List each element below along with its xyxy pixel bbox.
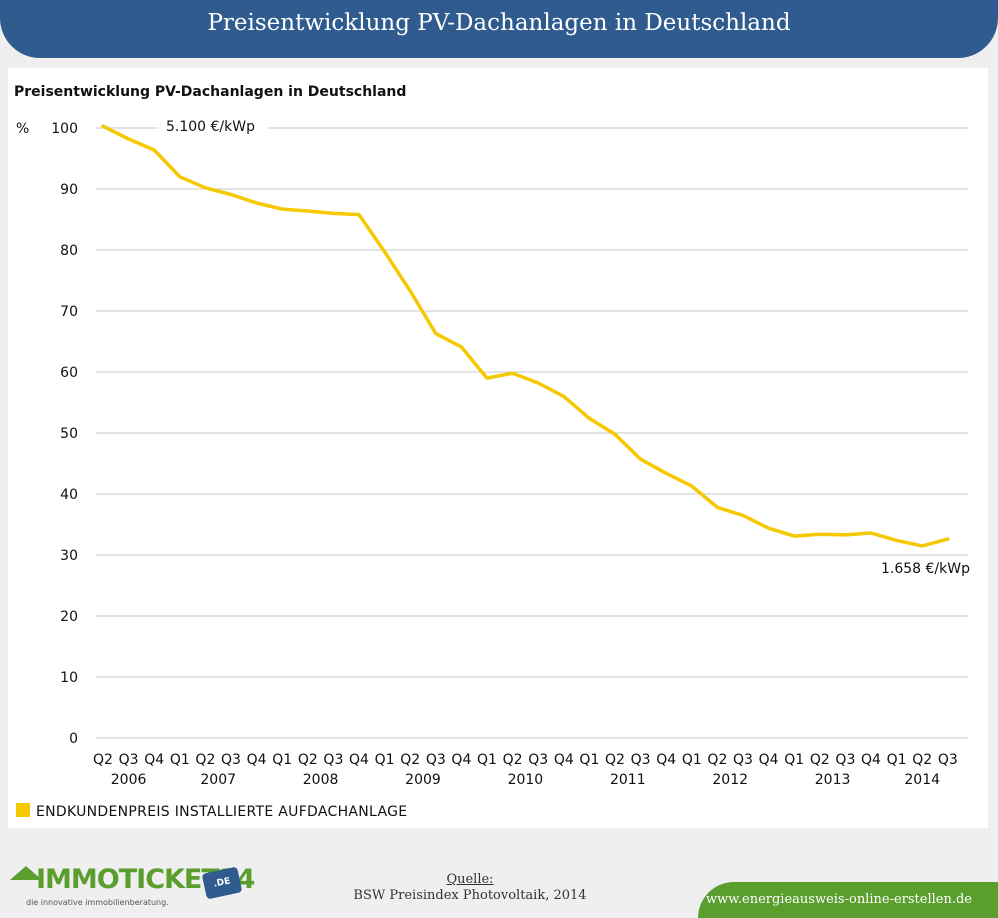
- series-line-0: [101, 124, 950, 548]
- y-tick-label: 60: [60, 365, 78, 381]
- year-label: 2014: [904, 772, 940, 788]
- legend-label: ENDKUNDENPREIS INSTALLIERTE AUFDACHANLAG…: [36, 804, 407, 820]
- year-labels: 2006 2007 2008 2009 2010 2011 2012 2013 2014: [111, 772, 940, 788]
- x-tick-label: Q3: [426, 752, 446, 768]
- x-tick-label: Q3: [938, 752, 958, 768]
- x-tick-label: Q1: [375, 752, 395, 768]
- annotation-bg: [158, 114, 268, 137]
- x-tick-label: Q2: [195, 752, 215, 768]
- annotation-start-price: 5.100 €/kWp: [166, 119, 255, 135]
- year-label: 2010: [508, 772, 544, 788]
- y-tick-label: 20: [60, 609, 78, 625]
- source-citation: Quelle: BSW Preisindex Photovoltaik, 201…: [340, 872, 600, 904]
- y-tick-label: 0: [69, 731, 78, 747]
- x-tick-label: Q4: [656, 752, 676, 768]
- legend-swatch: [16, 803, 30, 817]
- x-tick-label: Q1: [170, 752, 190, 768]
- x-tick-label: Q4: [861, 752, 881, 768]
- x-tick-label: Q1: [579, 752, 599, 768]
- x-tick-label: Q4: [451, 752, 471, 768]
- y-tick-label: 40: [60, 487, 78, 503]
- header-banner: Preisentwicklung PV-Dachanlagen in Deuts…: [0, 0, 998, 58]
- x-tick-label: Q4: [349, 752, 369, 768]
- year-label: 2007: [200, 772, 236, 788]
- y-tick-label: 90: [60, 182, 78, 198]
- x-tick-label: Q4: [144, 752, 164, 768]
- series-group: [101, 124, 950, 548]
- year-label: 2009: [405, 772, 441, 788]
- x-tick-label: Q3: [323, 752, 343, 768]
- x-tick-label: Q3: [733, 752, 753, 768]
- line-chart: Preisentwicklung PV-Dachanlagen in Deuts…: [14, 84, 970, 820]
- source-label: Quelle:: [446, 872, 494, 887]
- y-tick-label: 10: [60, 670, 78, 686]
- grid-lines: [96, 127, 968, 739]
- x-tick-label: Q1: [682, 752, 702, 768]
- source-text: BSW Preisindex Photovoltaik, 2014: [353, 888, 587, 903]
- x-tick-labels: Q2 Q3 Q4 Q1 Q2 Q3 Q4 Q1 Q2 Q3 Q4 Q1 Q2 Q3 Q4 Q1 Q2 Q3 Q4 Q1…: [93, 752, 958, 768]
- y-tick-label: 100: [51, 121, 78, 137]
- x-tick-label: Q4: [247, 752, 267, 768]
- x-tick-label: Q3: [835, 752, 855, 768]
- chart-panel: Preisentwicklung PV-Dachanlagen in Deuts…: [8, 68, 988, 828]
- x-tick-label: Q2: [93, 752, 113, 768]
- annotations: 5.100 €/kWp 1.658 €/kWp: [158, 114, 970, 577]
- x-tick-label: Q1: [784, 752, 804, 768]
- x-tick-label: Q2: [298, 752, 318, 768]
- x-tick-label: Q2: [707, 752, 727, 768]
- house-icon: [10, 866, 42, 880]
- y-tick-label: 80: [60, 243, 78, 259]
- x-tick-label: Q3: [119, 752, 139, 768]
- banner-title: Preisentwicklung PV-Dachanlagen in Deuts…: [207, 10, 791, 36]
- logo-tagline: die innovative immobilienberatung.: [26, 898, 169, 907]
- immoticket-logo[interactable]: IMMOTICKET24 die innovative immobilienbe…: [8, 860, 255, 916]
- x-tick-label: Q4: [554, 752, 574, 768]
- chart-title: Preisentwicklung PV-Dachanlagen in Deuts…: [14, 84, 406, 100]
- year-label: 2008: [303, 772, 339, 788]
- year-label: 2013: [815, 772, 851, 788]
- x-tick-label: Q3: [631, 752, 651, 768]
- annotation-end-price: 1.658 €/kWp: [881, 561, 970, 577]
- x-tick-label: Q4: [759, 752, 779, 768]
- y-tick-labels: 0 10 20 30 40 50 60 70 80 90 100: [51, 121, 78, 747]
- x-tick-label: Q1: [272, 752, 292, 768]
- x-tick-label: Q2: [912, 752, 932, 768]
- x-tick-label: Q2: [400, 752, 420, 768]
- year-label: 2011: [610, 772, 646, 788]
- x-tick-label: Q1: [477, 752, 497, 768]
- x-tick-label: Q2: [810, 752, 830, 768]
- website-link[interactable]: www.energieausweis-online-erstellen.de: [706, 892, 972, 907]
- x-tick-label: Q3: [528, 752, 548, 768]
- x-tick-label: Q2: [503, 752, 523, 768]
- y-tick-label: 50: [60, 426, 78, 442]
- y-tick-label: 70: [60, 304, 78, 320]
- y-axis-unit-label: %: [16, 121, 29, 137]
- x-tick-label: Q1: [887, 752, 907, 768]
- x-tick-label: Q2: [605, 752, 625, 768]
- year-label: 2006: [111, 772, 147, 788]
- x-tick-label: Q3: [221, 752, 241, 768]
- url-banner[interactable]: www.energieausweis-online-erstellen.de: [698, 882, 998, 918]
- y-tick-label: 30: [60, 548, 78, 564]
- year-label: 2012: [712, 772, 748, 788]
